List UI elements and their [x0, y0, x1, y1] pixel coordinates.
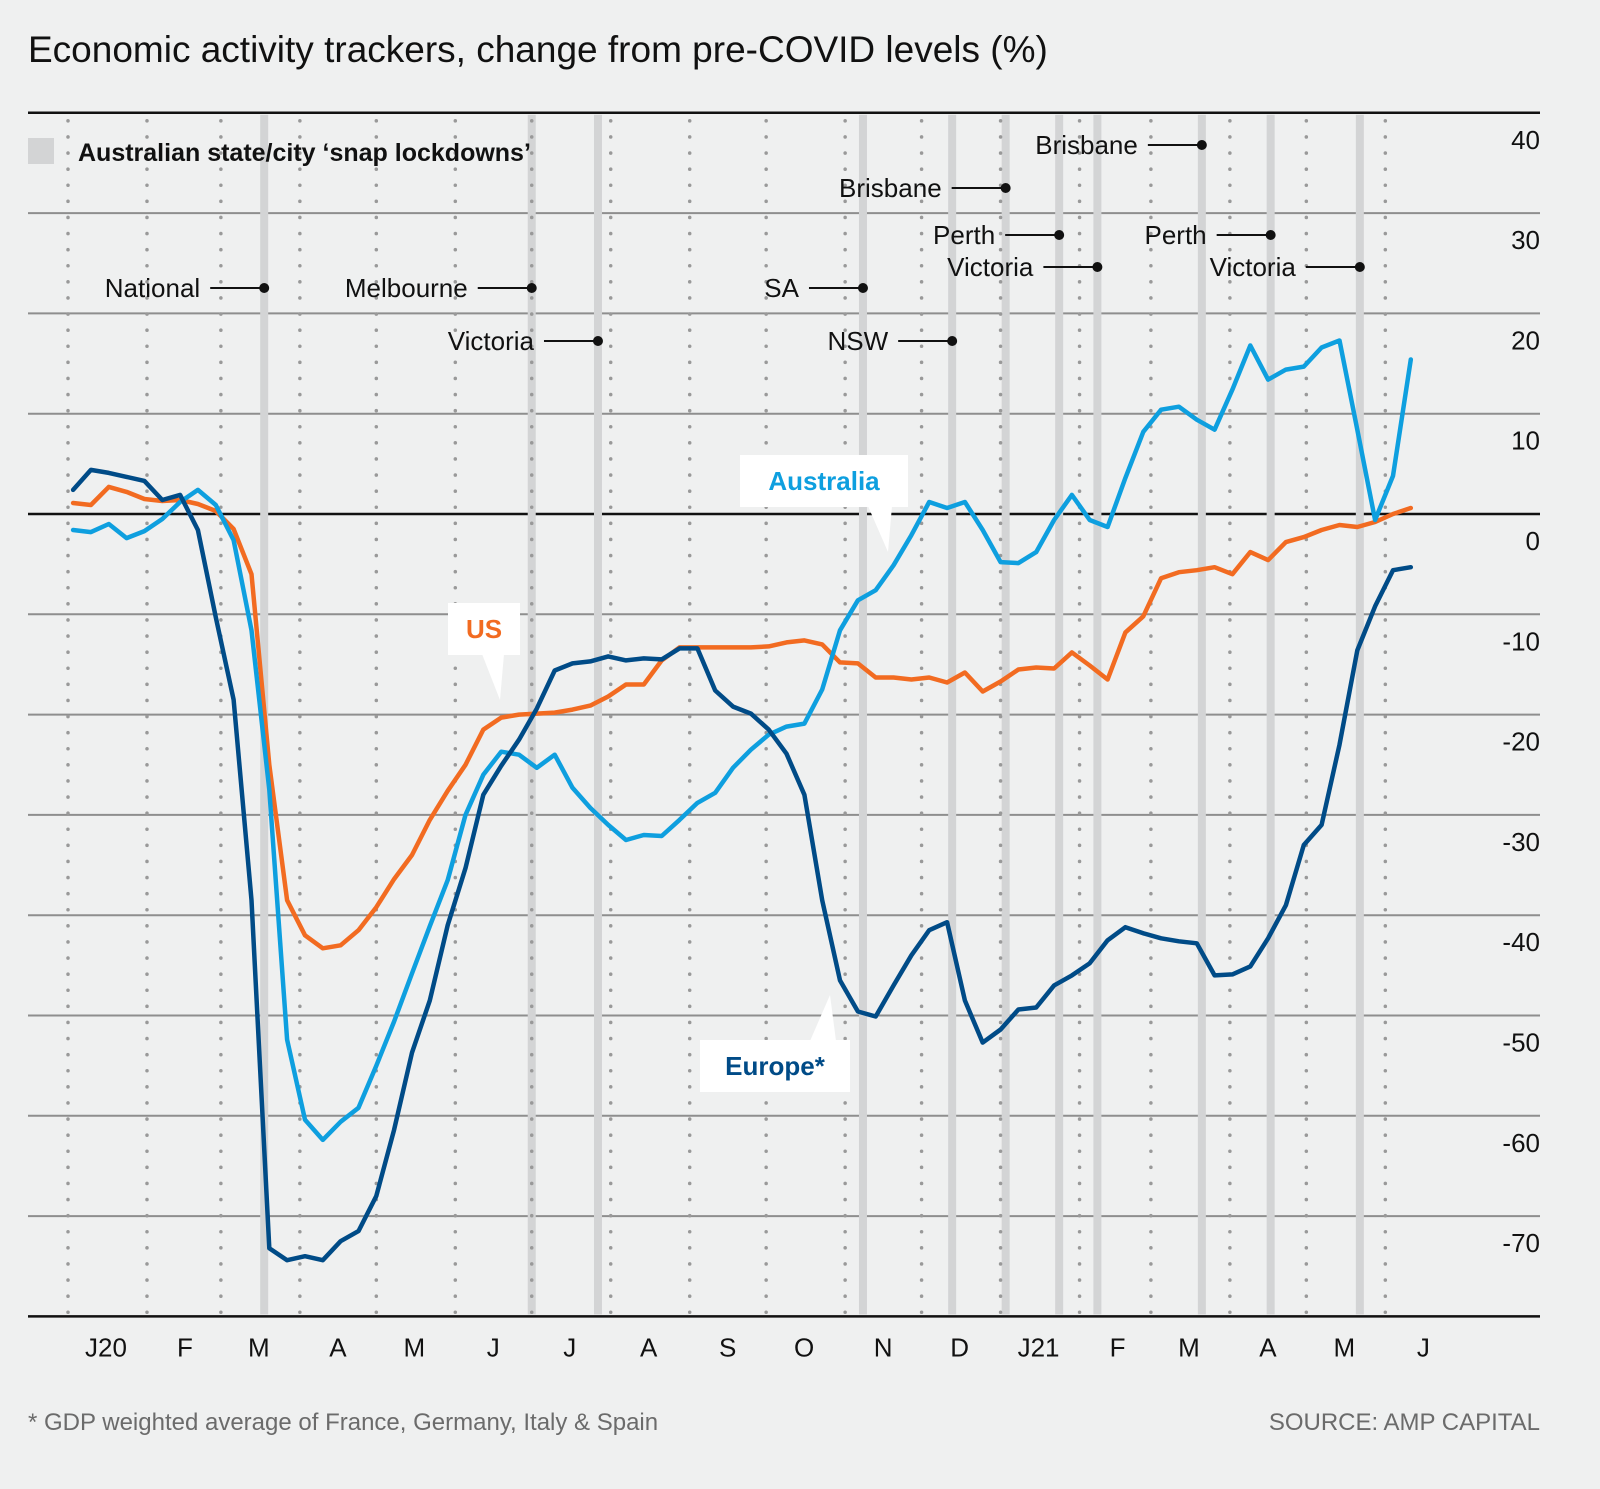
y-tick-label: 30 — [1511, 225, 1540, 255]
annotation-dot — [1054, 230, 1065, 240]
y-tick-label: -50 — [1502, 1028, 1540, 1058]
y-tick-label: -10 — [1502, 626, 1540, 656]
callout-australia: Australia — [740, 455, 908, 552]
lockdown-bar — [858, 114, 867, 1315]
x-tick-label: N — [874, 1332, 893, 1362]
lockdown-label: SA — [764, 273, 799, 303]
series-line-europe — [70, 467, 1414, 1263]
lockdown-label: Perth — [1144, 220, 1206, 250]
chart-title: Economic activity trackers, change from … — [28, 29, 1048, 70]
lockdown-bar — [1055, 114, 1064, 1315]
x-tick-label: J — [563, 1332, 576, 1362]
lockdown-bar — [1197, 114, 1206, 1315]
x-tick-label: J — [487, 1332, 500, 1362]
lockdown-label: Brisbane — [839, 173, 942, 203]
lockdown-label: Melbourne — [345, 273, 468, 303]
gridlines — [28, 111, 1540, 1318]
series-line-australia — [70, 338, 1414, 1143]
lockdown-annotations: National Melbourne Victoria SA NSW Brisbane Pe… — [105, 130, 1365, 356]
y-tick-label: 20 — [1511, 325, 1540, 355]
annotation-dot — [1092, 262, 1103, 272]
callout-us: US — [448, 603, 520, 700]
series-line-us — [70, 484, 1414, 951]
lockdown-bar — [1266, 114, 1275, 1315]
y-tick-label: -40 — [1502, 927, 1540, 957]
y-tick-label: -30 — [1502, 827, 1540, 857]
legend-label: Australian state/city ‘snap lockdowns’ — [78, 139, 531, 167]
lockdown-bar — [1001, 114, 1010, 1315]
legend-swatch — [28, 138, 54, 164]
x-tick-label: M — [1178, 1332, 1200, 1362]
callout-label-europe: Europe* — [725, 1051, 826, 1081]
lockdown-label: Perth — [933, 220, 995, 250]
callout-europe: Europe* — [700, 995, 850, 1092]
annotation-dot — [1354, 262, 1365, 272]
footnote: * GDP weighted average of France, German… — [28, 1409, 658, 1436]
x-tick-label: M — [1333, 1332, 1355, 1362]
x-tick-label: M — [248, 1332, 270, 1362]
annotation-dot — [857, 283, 868, 293]
x-tick-label: S — [719, 1332, 736, 1362]
source-note: SOURCE: AMP CAPITAL — [1269, 1409, 1540, 1436]
y-tick-label: -20 — [1502, 727, 1540, 757]
annotation-dot — [592, 336, 603, 346]
lockdown-bar — [1355, 114, 1364, 1315]
x-tick-label: O — [794, 1332, 814, 1362]
annotation-dot — [1196, 140, 1207, 150]
x-tick-label: F — [177, 1332, 193, 1362]
x-tick-label: J — [1417, 1332, 1430, 1362]
series-lines — [70, 338, 1414, 1263]
y-tick-label: 10 — [1511, 426, 1540, 456]
annotation-dot — [1000, 183, 1011, 193]
series-callouts: US Australia Europe* — [448, 455, 908, 1092]
y-tick-label: -70 — [1502, 1228, 1540, 1258]
x-tick-label: A — [640, 1332, 658, 1362]
lockdown-bar — [1093, 114, 1102, 1315]
x-tick-label: A — [1259, 1332, 1277, 1362]
y-tick-label: 0 — [1526, 526, 1540, 556]
lockdown-label: Brisbane — [1035, 130, 1138, 160]
lockdown-label: NSW — [827, 326, 888, 356]
annotation-dot — [526, 283, 537, 293]
annotation-dot — [259, 283, 270, 293]
x-tick-label: J21 — [1018, 1332, 1060, 1362]
callout-label-australia: Australia — [768, 466, 880, 496]
y-tick-label: 40 — [1511, 125, 1540, 155]
y-axis-labels: 40 30 20 10 0 -10 -20 -30 -40 -50 -60 -70 — [1502, 125, 1540, 1258]
annotation-dot — [1265, 230, 1276, 240]
x-tick-label: J20 — [85, 1332, 127, 1362]
lockdown-label: National — [105, 273, 200, 303]
callout-label-us: US — [466, 614, 502, 644]
y-tick-label: -60 — [1502, 1128, 1540, 1158]
annotation-dot — [947, 336, 958, 346]
x-tick-label: A — [329, 1332, 347, 1362]
lockdown-bar — [593, 114, 602, 1315]
lockdown-bar — [948, 114, 957, 1315]
x-tick-label: F — [1110, 1332, 1126, 1362]
lockdown-label: Victoria — [448, 326, 535, 356]
x-axis-labels: J20 F M A M J J A S O N D J21 F M A M J — [85, 1332, 1430, 1362]
lockdown-label: Victoria — [947, 252, 1034, 282]
lockdown-label: Victoria — [1210, 252, 1297, 282]
x-tick-label: M — [403, 1332, 425, 1362]
x-tick-label: D — [950, 1332, 969, 1362]
